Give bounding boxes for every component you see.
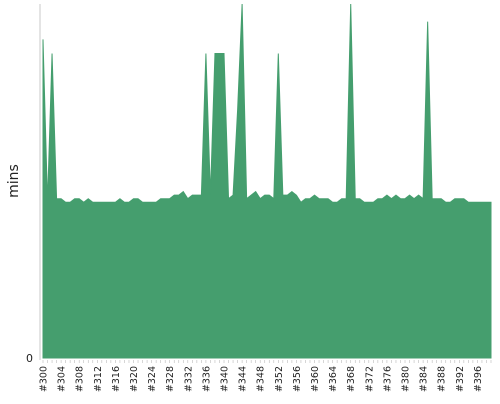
x-tick-label: #328 [165,366,176,392]
x-tick-label: #308 [75,366,86,392]
x-tick-label: #392 [455,366,466,392]
x-tick-label: #320 [129,366,140,392]
y-tick-label: 0 [26,352,33,365]
x-tick-label: #360 [310,366,321,392]
x-tick-label: #340 [220,366,231,392]
x-tick-label: #388 [437,366,448,392]
x-tick-label: #368 [346,366,357,392]
x-tick-label: #332 [183,366,194,392]
x-tick-label: #316 [111,366,122,392]
series-area [42,3,492,359]
x-tick-label: #324 [147,366,158,392]
x-tick-label: #372 [364,366,375,392]
x-tick-label: #304 [57,366,68,392]
x-tick-label: #348 [256,366,267,392]
x-tick-label: #352 [274,366,285,392]
y-axis-label: mins [6,164,22,198]
x-tick-label: #336 [201,366,212,392]
x-tick-label: #384 [419,366,430,392]
x-tick-label: #376 [382,366,393,392]
x-tick-label: #344 [238,366,249,392]
x-tick-label: #396 [473,366,484,392]
x-tick-label: #380 [401,366,412,392]
x-tick-label: #364 [328,366,339,392]
x-tick-label: #300 [39,366,50,392]
plot-area: 0 #300 #304 #308 #312 #316 #320 #324 #328 #332 #33… [26,3,492,392]
x-tick-label: #312 [93,366,104,392]
x-tick-label: #356 [292,366,303,392]
